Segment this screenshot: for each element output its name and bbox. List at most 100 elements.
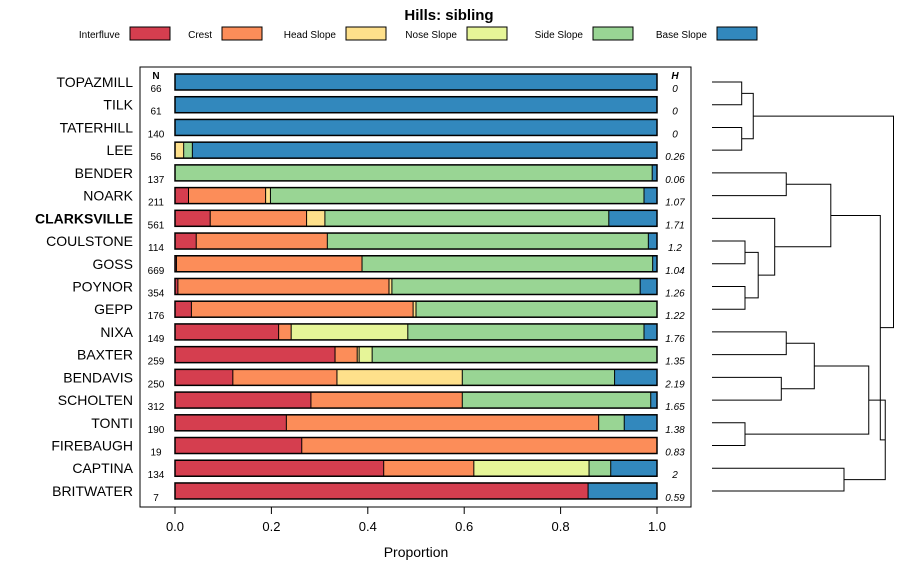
legend-swatch-interfluve xyxy=(129,26,171,41)
legend-label-side-slope: Side Slope xyxy=(535,30,584,41)
bar-segment-base-slope xyxy=(175,96,657,113)
dendrogram xyxy=(712,81,894,492)
bar-outline xyxy=(174,255,658,273)
h-value: 0.06 xyxy=(665,175,685,186)
category-label: NIXA xyxy=(100,324,133,340)
h-value: 0 xyxy=(672,84,678,95)
h-value: 2.19 xyxy=(664,379,685,390)
h-value: 0.83 xyxy=(665,448,685,459)
category-label: TONTI xyxy=(91,415,133,431)
n-value: 140 xyxy=(148,129,165,140)
category-label: BENDER xyxy=(75,165,133,181)
legend-label-base-slope: Base Slope xyxy=(656,30,708,41)
bar-row-lee: LEE 56 0.26 xyxy=(107,141,685,163)
h-column-header: H xyxy=(671,71,679,82)
bar-segment-crest xyxy=(335,346,358,363)
bar-segment-side-slope xyxy=(589,460,611,477)
bar-row-britwater: BRITWATER 7 0.59 xyxy=(52,482,685,504)
h-value: 2 xyxy=(671,470,678,481)
bar-outline xyxy=(174,436,658,455)
bar-segment-base-slope xyxy=(624,414,657,431)
chart-title: Hills: sibling xyxy=(404,7,493,24)
bar-segment-nose-slope xyxy=(359,346,373,363)
h-value: 1.22 xyxy=(665,311,685,322)
category-label: BRITWATER xyxy=(52,483,133,499)
bar-segment-interfluve xyxy=(175,482,589,499)
bar-outline xyxy=(174,118,658,137)
h-value: 1.65 xyxy=(665,402,685,413)
legend-swatch-head-slope xyxy=(345,26,387,41)
bar-segment-base-slope xyxy=(608,210,657,227)
bar-row-bender: BENDER 137 0.06 xyxy=(75,164,685,186)
bar-segment-side-slope xyxy=(270,187,644,204)
bar-outline xyxy=(174,73,658,91)
h-value: 1.26 xyxy=(665,288,685,299)
bar-segment-side-slope xyxy=(416,301,657,318)
category-label: SCHOLTEN xyxy=(58,392,133,408)
bar-segment-side-slope xyxy=(327,233,649,250)
bar-segment-crest xyxy=(310,392,463,409)
bar-rows: TOPAZMILL 66 0 TILK 61 0 TATERHILL 140 0 LEE 56 0.2… xyxy=(35,73,685,504)
bar-outline xyxy=(174,368,658,387)
bar-row-nixa: NIXA 149 1.76 xyxy=(100,323,685,345)
bar-segment-side-slope xyxy=(175,164,653,181)
bar-row-captina: CAPTINA 134 2 xyxy=(72,459,678,481)
x-axis-label: Proportion xyxy=(384,544,449,560)
n-value: 66 xyxy=(150,84,162,95)
n-value: 56 xyxy=(150,152,162,163)
x-tick-label: 0.6 xyxy=(455,519,473,534)
h-value: 0.26 xyxy=(665,152,685,163)
h-value: 1.76 xyxy=(665,334,685,345)
dendrogram-link xyxy=(712,126,743,151)
dendrogram-link xyxy=(712,467,845,492)
bar-segment-base-slope xyxy=(640,278,657,295)
h-value: 0 xyxy=(672,107,678,118)
h-value: 0 xyxy=(672,129,678,140)
bar-outline xyxy=(174,414,658,432)
bar-outline xyxy=(174,232,658,250)
bar-segment-head-slope xyxy=(306,210,325,227)
category-label: GOSS xyxy=(93,256,133,272)
bar-row-coulstone: COULSTONE 114 1.2 xyxy=(46,232,682,254)
bar-row-goss: GOSS 669 1.04 xyxy=(93,255,685,277)
n-value: 149 xyxy=(148,334,165,345)
n-value: 561 xyxy=(148,220,165,231)
dendrogram-link xyxy=(774,183,832,248)
legend-swatch-nose-slope xyxy=(466,26,508,41)
dendrogram-link xyxy=(712,240,746,265)
n-value: 250 xyxy=(148,379,165,390)
bar-segment-base-slope xyxy=(652,164,657,181)
dendrogram-link xyxy=(712,81,743,106)
legend-label-head-slope: Head Slope xyxy=(284,30,337,41)
bar-segment-interfluve xyxy=(175,392,311,409)
x-axis: 0.0 0.2 0.4 0.6 0.8 1.0 xyxy=(166,507,666,534)
bar-segment-side-slope xyxy=(183,142,193,159)
legend-swatch-side-slope xyxy=(592,26,634,41)
legend-label-crest: Crest xyxy=(188,30,212,41)
plot-frame xyxy=(139,66,692,508)
bar-segment-base-slope xyxy=(175,74,657,90)
bar-segment-head-slope xyxy=(357,346,360,363)
bar-row-baxter: BAXTER 259 1.35 xyxy=(77,345,685,368)
category-label: CLARKSVILLE xyxy=(35,210,133,226)
bar-segment-base-slope xyxy=(643,187,657,204)
bar-row-clarksville: CLARKSVILLE 561 1.71 xyxy=(35,209,685,231)
bar-outline xyxy=(174,164,658,182)
bar-segment-crest xyxy=(176,255,363,272)
x-tick-label: 1.0 xyxy=(648,519,666,534)
category-label: POYNOR xyxy=(72,278,133,294)
x-tick-label: 0.0 xyxy=(166,519,184,534)
bar-outline xyxy=(174,323,658,341)
category-label: TOPAZMILL xyxy=(56,74,133,90)
bar-segment-crest xyxy=(210,210,307,227)
bar-segment-interfluve xyxy=(175,369,233,386)
bar-segment-head-slope xyxy=(265,187,271,204)
dendrogram-link xyxy=(844,399,886,481)
dendrogram-link xyxy=(712,285,746,310)
bar-row-poynor: POYNOR 354 1.26 xyxy=(72,277,685,299)
bar-segment-base-slope xyxy=(652,255,657,272)
bar-segment-head-slope xyxy=(336,369,463,386)
legend: Interfluve Crest Head Slope Nose Slope Side … xyxy=(79,26,758,41)
bar-segment-side-slope xyxy=(407,323,644,340)
bar-segment-crest xyxy=(196,233,328,250)
